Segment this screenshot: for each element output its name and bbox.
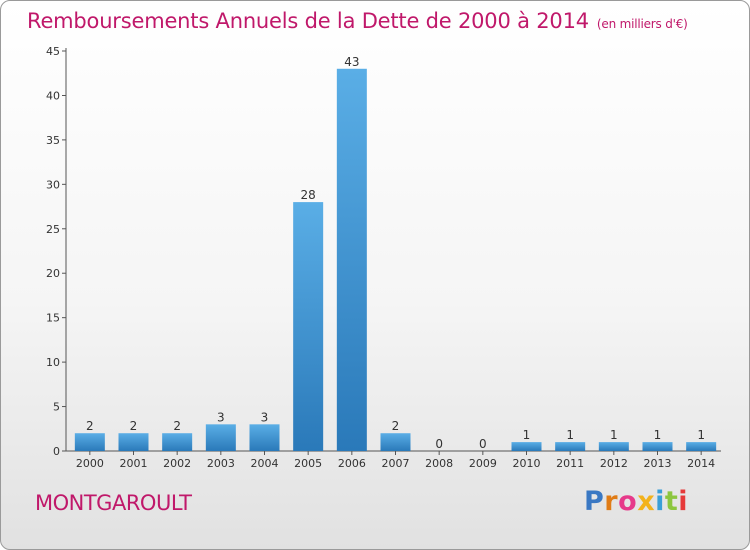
x-tick-label: 2012 [600, 457, 628, 470]
y-tick-label: 0 [53, 445, 60, 458]
x-tick-label: 2006 [338, 457, 366, 470]
data-label-2012: 1 [610, 428, 618, 442]
logo-letter: o [618, 486, 638, 517]
bar-2007 [380, 433, 411, 451]
bar-2006 [336, 68, 367, 452]
y-tick-label: 40 [46, 89, 60, 102]
proxiti-logo: Proxiti [584, 486, 688, 517]
y-tick-label: 10 [46, 356, 60, 369]
bar-2011 [555, 442, 586, 451]
data-label-2014: 1 [697, 428, 705, 442]
bars [74, 68, 717, 452]
data-label-2000: 2 [86, 419, 94, 433]
bar-2000 [74, 433, 105, 451]
bar-2004 [249, 424, 280, 451]
data-label-2003: 3 [217, 410, 225, 424]
bar-2012 [598, 442, 629, 451]
x-tick-label: 2004 [251, 457, 279, 470]
y-tick-label: 25 [46, 223, 60, 236]
x-tick-label: 2008 [425, 457, 453, 470]
bar-2001 [118, 433, 149, 451]
x-tick-label: 2013 [644, 457, 672, 470]
x-tick-label: 2014 [687, 457, 715, 470]
commune-name: MONTGAROULT [35, 491, 192, 515]
data-label-2007: 2 [392, 419, 400, 433]
y-tick-label: 35 [46, 134, 60, 147]
data-labels: 2 2 2 3 3 28 43 2 0 0 1 1 1 1 1 [86, 55, 705, 451]
bar-2002 [162, 433, 193, 451]
logo-letter: t [664, 486, 679, 517]
y-tick-label: 45 [46, 45, 60, 58]
chart-unit: (en milliers d'€) [596, 17, 688, 31]
data-label-2011: 1 [566, 428, 574, 442]
data-label-2006: 43 [344, 55, 359, 69]
data-label-2001: 2 [130, 419, 138, 433]
logo-letter: P [584, 486, 605, 517]
chart-title: Remboursements Annuels de la Dette de 20… [27, 9, 688, 33]
x-axis: 2000 2001 2002 2003 2004 2005 2006 2007 2008 2009… [66, 450, 721, 470]
data-label-2009: 0 [479, 437, 487, 451]
y-tick-label: 5 [53, 401, 60, 414]
logo-letter: i [655, 486, 665, 517]
bar-2003 [205, 424, 236, 451]
data-label-2004: 3 [261, 410, 269, 424]
data-label-2002: 2 [173, 419, 181, 433]
bar-2013 [642, 442, 673, 451]
bar-2010 [511, 442, 542, 451]
data-label-2010: 1 [523, 428, 531, 442]
y-axis: 0 5 10 15 20 25 30 35 40 45 [46, 45, 67, 458]
y-tick-label: 30 [46, 178, 60, 191]
bar-2005 [293, 202, 324, 451]
x-tick-label: 2003 [207, 457, 235, 470]
logo-letter: x [637, 486, 656, 517]
logo-letter: r [604, 486, 619, 517]
bar-2014 [686, 442, 717, 451]
x-tick-label: 2000 [76, 457, 104, 470]
x-tick-label: 2001 [120, 457, 148, 470]
x-tick-label: 2002 [163, 457, 191, 470]
x-tick-label: 2010 [513, 457, 541, 470]
x-tick-label: 2011 [556, 457, 584, 470]
y-tick-label: 15 [46, 312, 60, 325]
logo-letter: i [678, 486, 689, 517]
y-tick-label: 20 [46, 267, 60, 280]
data-label-2008: 0 [435, 437, 443, 451]
data-label-2013: 1 [654, 428, 662, 442]
x-tick-label: 2007 [382, 457, 410, 470]
x-tick-label: 2005 [294, 457, 322, 470]
x-tick-label: 2009 [469, 457, 497, 470]
data-label-2005: 28 [301, 188, 316, 202]
chart-title-text: Remboursements Annuels de la Dette de 20… [27, 9, 589, 33]
